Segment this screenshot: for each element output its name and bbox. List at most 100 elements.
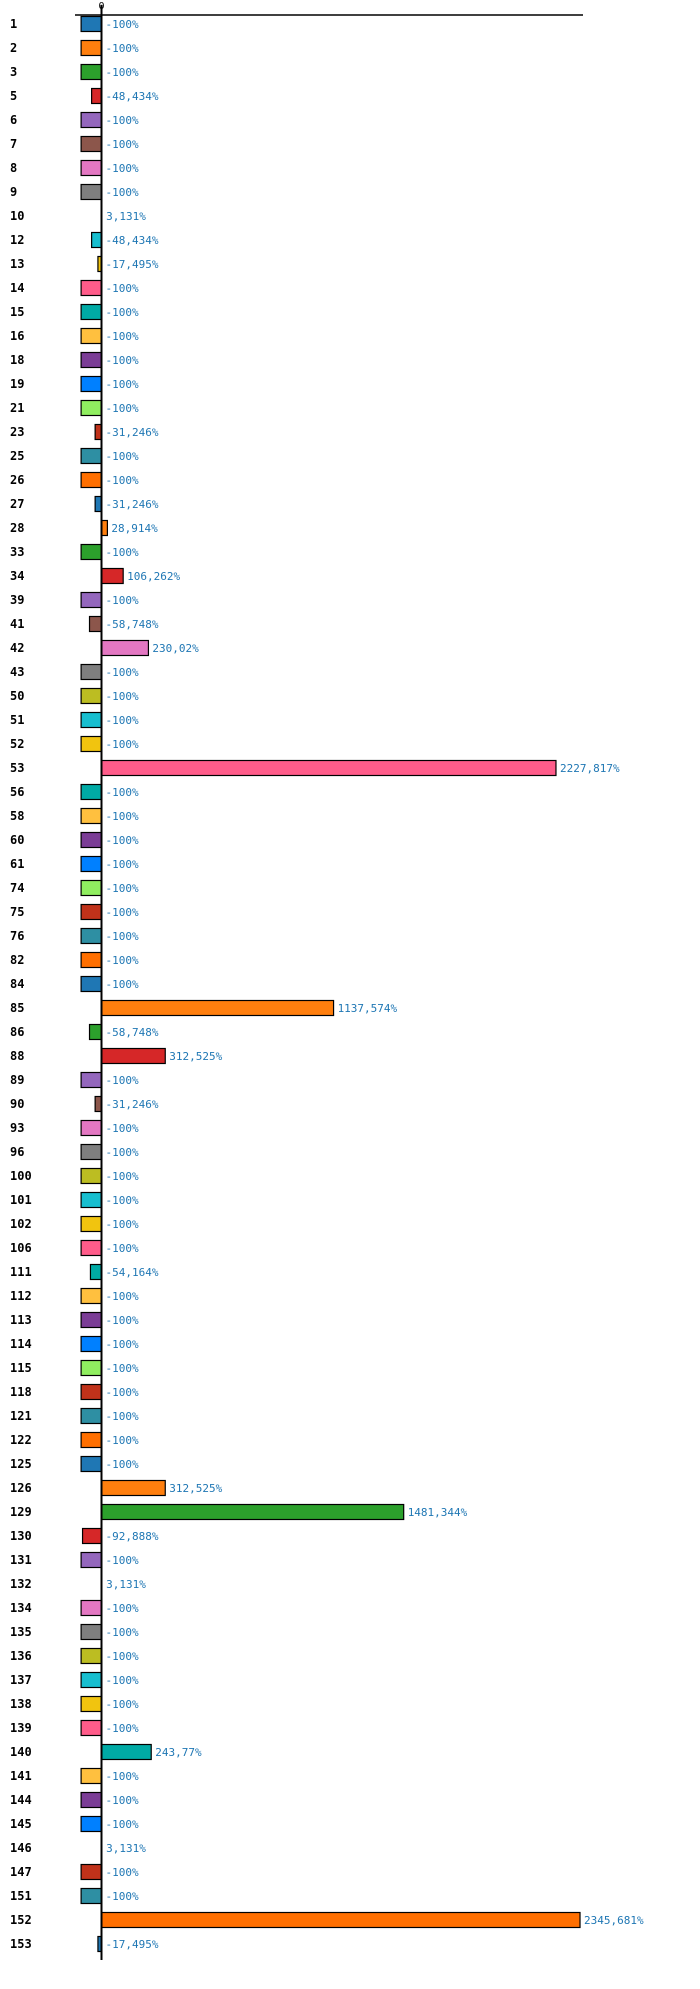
category-label: 115 — [10, 1361, 32, 1375]
value-label: -100% — [106, 1794, 139, 1807]
value-label: -100% — [106, 1362, 139, 1375]
bar-18 — [80, 351, 103, 369]
value-label: -54,164% — [106, 1266, 159, 1279]
value-label: -100% — [106, 1194, 139, 1207]
value-label: 312,525% — [169, 1050, 222, 1063]
value-label: -100% — [106, 1338, 139, 1351]
value-label: -100% — [106, 1434, 139, 1447]
value-label: -100% — [106, 1410, 139, 1423]
category-label: 136 — [10, 1649, 32, 1663]
category-label: 90 — [10, 1097, 24, 1111]
bar-122 — [80, 1431, 103, 1449]
bar-8 — [80, 159, 103, 177]
bar-34 — [100, 567, 124, 585]
category-label: 144 — [10, 1793, 32, 1807]
bar-100 — [80, 1167, 103, 1185]
category-label: 86 — [10, 1025, 24, 1039]
bar-88 — [100, 1047, 166, 1065]
value-label: -100% — [106, 1218, 139, 1231]
category-label: 113 — [10, 1313, 32, 1327]
category-label: 9 — [10, 185, 17, 199]
bar-139 — [80, 1719, 103, 1737]
bar-89 — [80, 1071, 103, 1089]
bar-9 — [80, 183, 103, 201]
value-label: -100% — [106, 1314, 139, 1327]
category-label: 93 — [10, 1121, 24, 1135]
category-label: 21 — [10, 401, 24, 415]
value-label: 3,131% — [106, 1842, 146, 1855]
bar-96 — [80, 1143, 103, 1161]
value-label: -100% — [106, 1074, 139, 1087]
bar-135 — [80, 1623, 103, 1641]
bar-39 — [80, 591, 103, 609]
bar-5 — [91, 87, 103, 105]
category-label: 28 — [10, 521, 24, 535]
bar-113 — [80, 1311, 103, 1329]
value-label: -58,748% — [106, 1026, 159, 1039]
category-label: 111 — [10, 1265, 32, 1279]
bar-136 — [80, 1647, 103, 1665]
value-label: 243,77% — [155, 1746, 202, 1759]
bar-51 — [80, 711, 103, 729]
value-label: -100% — [106, 858, 139, 871]
bar-137 — [80, 1671, 103, 1689]
bar-60 — [80, 831, 103, 849]
category-label: 134 — [10, 1601, 32, 1615]
bar-1 — [80, 15, 103, 33]
bar-118 — [80, 1383, 103, 1401]
bar-138 — [80, 1695, 103, 1713]
category-label: 85 — [10, 1001, 24, 1015]
value-label: 28,914% — [111, 522, 158, 535]
category-label: 52 — [10, 737, 24, 751]
value-label: -100% — [106, 450, 139, 463]
value-label: -31,246% — [106, 426, 159, 439]
category-label: 39 — [10, 593, 24, 607]
category-label: 34 — [10, 569, 24, 583]
value-label: -92,888% — [106, 1530, 159, 1543]
category-label: 118 — [10, 1385, 32, 1399]
category-label: 1 — [10, 17, 17, 31]
bar-141 — [80, 1767, 103, 1785]
category-label: 102 — [10, 1217, 32, 1231]
category-label: 42 — [10, 641, 24, 655]
value-label: -100% — [106, 690, 139, 703]
category-label: 27 — [10, 497, 24, 511]
value-label: -100% — [106, 882, 139, 895]
bar-41 — [88, 615, 103, 633]
value-label: -100% — [106, 546, 139, 559]
category-label: 141 — [10, 1769, 32, 1783]
bar-7 — [80, 135, 103, 153]
value-label: -100% — [106, 930, 139, 943]
value-label: -48,434% — [106, 90, 159, 103]
value-label: -17,495% — [106, 1938, 159, 1951]
value-label: -100% — [106, 66, 139, 79]
bar-86 — [88, 1023, 103, 1041]
bar-115 — [80, 1359, 103, 1377]
category-label: 7 — [10, 137, 17, 151]
category-label: 76 — [10, 929, 24, 943]
value-label: -100% — [106, 1674, 139, 1687]
category-label: 125 — [10, 1457, 32, 1471]
value-label: -100% — [106, 666, 139, 679]
value-label: -100% — [106, 474, 139, 487]
bar-145 — [80, 1815, 103, 1833]
category-label: 100 — [10, 1169, 32, 1183]
bar-33 — [80, 543, 103, 561]
value-label: -100% — [106, 1818, 139, 1831]
category-label: 114 — [10, 1337, 32, 1351]
value-label: -100% — [106, 1554, 139, 1567]
value-label: -100% — [106, 1122, 139, 1135]
category-label: 6 — [10, 113, 17, 127]
bar-111 — [89, 1263, 103, 1281]
bar-106 — [80, 1239, 103, 1257]
value-label: 230,02% — [152, 642, 199, 655]
bar-53 — [100, 759, 557, 777]
category-label: 89 — [10, 1073, 24, 1087]
bar-26 — [80, 471, 103, 489]
value-label: -100% — [106, 954, 139, 967]
bar-134 — [80, 1599, 103, 1617]
bar-140 — [100, 1743, 152, 1761]
category-label: 33 — [10, 545, 24, 559]
category-label: 12 — [10, 233, 24, 247]
bar-2 — [80, 39, 103, 57]
